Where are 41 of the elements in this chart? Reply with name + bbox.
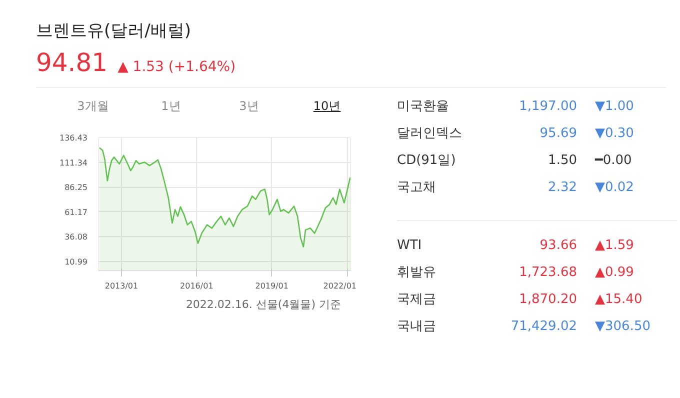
- y-tick-label: 61.17: [64, 208, 88, 217]
- x-tick-label: 2019/01: [255, 282, 288, 290]
- text: 1.50: [547, 152, 577, 170]
- text: 국제금: [397, 291, 437, 309]
- text: ▼0.30: [595, 125, 635, 143]
- text: ▼306.50: [595, 318, 652, 336]
- chart-title: 브렌트유(달러/배럴): [36, 20, 192, 43]
- text: 미국환율: [397, 98, 450, 116]
- y-tick-label: 36.08: [64, 232, 88, 242]
- x-tick-label: 2016/01: [180, 282, 214, 290]
- text: 3년: [238, 98, 260, 115]
- text: 2.32: [547, 179, 577, 197]
- text: 93.66: [538, 237, 577, 255]
- text: 국내금: [397, 318, 437, 336]
- text: 1,197.00: [518, 98, 577, 116]
- text: CD(91일): [397, 152, 457, 170]
- text: 1,870.20: [518, 291, 577, 309]
- text: ▲0.99: [595, 264, 635, 282]
- y-tick-label: 86.25: [64, 183, 88, 192]
- text: 휘발유: [397, 264, 437, 282]
- y-tick-label: 111.34: [60, 158, 88, 168]
- x-tick-label: 2013/01: [104, 282, 138, 290]
- text: 1,723.68: [518, 264, 577, 282]
- text: ▲15.40: [595, 291, 644, 309]
- text: 95.69: [538, 125, 577, 143]
- text: 2022.02.16. 선물(4월물) 기준: [186, 297, 341, 313]
- text: 1년: [160, 98, 182, 115]
- text: ▼0.02: [595, 179, 635, 197]
- text: WTI: [397, 237, 423, 255]
- text: ━0.00: [595, 152, 633, 170]
- y-tick-label: 10.99: [64, 257, 88, 266]
- text: 3개월: [76, 98, 110, 115]
- text: 10년: [312, 98, 342, 115]
- text: 달러인덱스: [397, 125, 463, 143]
- chart-subtitle: 94.81 ▲ 1.53 (+1.64%): [36, 48, 236, 78]
- y-tick-label: 136.43: [60, 134, 88, 142]
- text: ▲1.59: [595, 237, 635, 255]
- text: 71,429.02: [510, 318, 577, 336]
- text: 국고채: [397, 179, 437, 197]
- text: ▼1.00: [595, 98, 635, 116]
- x-tick-label: 2022/01: [323, 282, 356, 290]
